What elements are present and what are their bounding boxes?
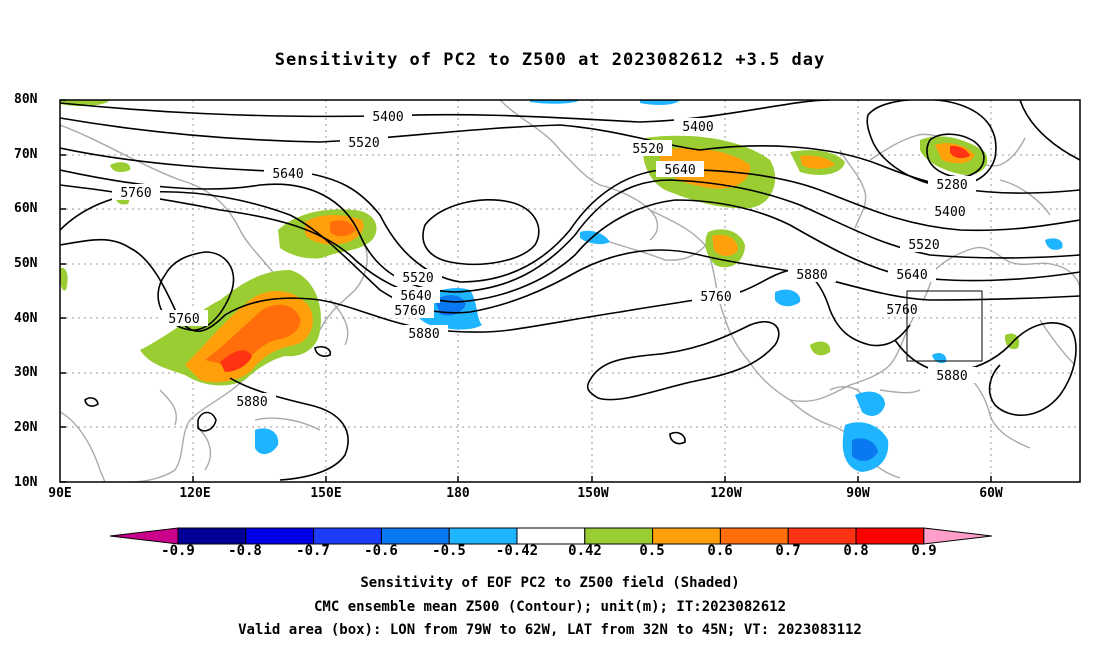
colorbar-segment (516, 527, 586, 545)
lon-label-150w: 150W (577, 486, 609, 501)
valid-area-box (906, 290, 983, 362)
colorbar-label: -0.6 (364, 543, 398, 559)
contour-label: 5760 (168, 312, 199, 327)
colorbar-segment (380, 527, 450, 545)
colorbar-segment (855, 527, 925, 545)
footer-line-3: Valid area (box): LON from 79W to 62W, L… (238, 622, 862, 638)
colorbar-label: 0.7 (775, 543, 801, 559)
contour-labels: 5400 5400 5520 5520 5520 5640 5640 5640 … (112, 108, 976, 410)
positive-sensitivity-patches (60, 100, 1020, 386)
contour-label: 5400 (372, 110, 403, 125)
lat-label-60n: 60N (14, 201, 38, 216)
contour-label: 5640 (896, 268, 927, 283)
lat-label-70n: 70N (14, 147, 38, 162)
colorbar-label: 0.6 (707, 543, 733, 559)
contour-label: 5880 (796, 268, 827, 283)
tick-marks (60, 99, 992, 483)
lon-label-90w: 90W (846, 486, 870, 501)
colorbar (109, 527, 992, 545)
contour-label: 5400 (934, 205, 965, 220)
colorbar-segment (923, 527, 992, 545)
lon-label-60w: 60W (979, 486, 1003, 501)
lon-label-150e: 150E (310, 486, 342, 501)
colorbar-label: -0.9 (161, 543, 195, 559)
contour-label: 5760 (394, 304, 425, 319)
contour-label: 5760 (120, 186, 151, 201)
lon-label-120e: 120E (179, 486, 211, 501)
contour-label: 5640 (664, 163, 695, 178)
contour-label: 5880 (936, 369, 967, 384)
contour-label: 5760 (700, 290, 731, 305)
contour-label: 5640 (400, 289, 431, 304)
colorbar-segment (245, 527, 315, 545)
lat-label-20n: 20N (14, 420, 38, 435)
z500-contours (60, 100, 1080, 481)
contour-label: 5520 (348, 136, 379, 151)
contour-label: 5520 (632, 142, 663, 157)
contour-label: 5640 (272, 167, 303, 182)
lon-label-180: 180 (446, 486, 470, 501)
colorbar-segment (448, 527, 518, 545)
map-frame (59, 99, 1081, 483)
contour-label: 5880 (408, 327, 439, 342)
contour-label: 5520 (908, 238, 939, 253)
lon-label-90e: 90E (48, 486, 72, 501)
colorbar-label: -0.8 (228, 543, 262, 559)
map-title: Sensitivity of PC2 to Z500 at 2023082612… (274, 50, 826, 70)
colorbar-segment (177, 527, 247, 545)
colorbar-label: -0.42 (495, 543, 539, 559)
contour-label: 5760 (886, 303, 917, 318)
contour-label: 5880 (236, 395, 267, 410)
colorbar-segment (652, 527, 721, 545)
footer-line-1: Sensitivity of EOF PC2 to Z500 field (Sh… (360, 575, 740, 591)
colorbar-label: -0.7 (296, 543, 330, 559)
footer-line-2: CMC ensemble mean Z500 (Contour); unit(m… (313, 599, 786, 615)
lat-label-80n: 80N (14, 92, 38, 107)
colorbar-label: 0.5 (639, 543, 665, 559)
colorbar-label: 0.8 (843, 543, 869, 559)
lat-label-30n: 30N (14, 365, 38, 380)
colorbar-label: 0.9 (911, 543, 937, 559)
colorbar-label: -0.5 (432, 543, 466, 559)
contour-label: 5400 (682, 120, 713, 135)
lat-label-50n: 50N (14, 256, 38, 271)
colorbar-segment (787, 527, 857, 545)
colorbar-segment (313, 527, 382, 545)
contour-label: 5280 (936, 178, 967, 193)
colorbar-label: 0.42 (568, 543, 602, 559)
lat-label-10n: 10N (14, 475, 38, 490)
contour-label: 5520 (402, 271, 433, 286)
lon-label-120w: 120W (710, 486, 742, 501)
colorbar-segment (719, 527, 789, 545)
colorbar-segment (584, 527, 654, 545)
colorbar-segment (109, 527, 179, 545)
lat-label-40n: 40N (14, 311, 38, 326)
